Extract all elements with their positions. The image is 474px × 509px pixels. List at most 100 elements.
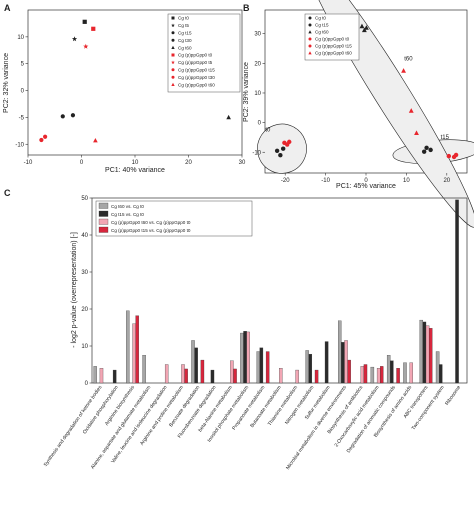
category-label: Microbial metabolism in diverse environm… bbox=[285, 384, 348, 471]
data-point bbox=[446, 153, 452, 159]
legend-label: Cg t30 bbox=[178, 38, 192, 43]
x-tick-label: -10 bbox=[321, 178, 330, 184]
x-tick-label: 20 bbox=[443, 178, 450, 184]
legend-marker bbox=[308, 30, 312, 34]
bar bbox=[439, 364, 443, 384]
bar bbox=[403, 362, 407, 384]
data-point bbox=[361, 27, 367, 33]
legend-marker bbox=[171, 82, 175, 86]
bar bbox=[435, 351, 440, 384]
bar bbox=[409, 362, 413, 384]
panel-b-annotations: t60 t0 t15 bbox=[265, 56, 449, 141]
y-tick-label: 40 bbox=[81, 233, 88, 239]
category-label: Thiamine metabolism bbox=[267, 385, 299, 427]
legend-marker bbox=[171, 31, 175, 35]
x-tick-label: -10 bbox=[24, 160, 33, 166]
y-tick-label: -10 bbox=[252, 150, 261, 156]
panel-c-letter: C bbox=[4, 188, 11, 198]
bar bbox=[230, 360, 234, 384]
bar bbox=[191, 340, 195, 384]
data-point bbox=[91, 26, 96, 31]
bar bbox=[200, 359, 205, 384]
data-point bbox=[83, 43, 89, 49]
y-tick-label: 5 bbox=[21, 62, 25, 68]
legend-label: Cg t60 bbox=[315, 30, 329, 35]
category-label: Arginine biosynthesis bbox=[104, 384, 136, 427]
y-tick-label: -10 bbox=[15, 142, 24, 148]
bar bbox=[344, 340, 348, 384]
data-point bbox=[414, 130, 419, 135]
legend-marker bbox=[308, 37, 312, 41]
panel-b-legend: Cg t0 Cg t15 Cg t60 Cg (p)ppGpp0 t0 Cg (p)pp… bbox=[304, 13, 360, 61]
data-point bbox=[428, 147, 433, 153]
legend-label: Cg (p)ppGpp0 t60 vs. Cg (p)ppGpp0 t0 bbox=[111, 220, 191, 225]
y-tick-label: -5 bbox=[19, 115, 25, 121]
y-tick-label: 0 bbox=[85, 381, 89, 387]
legend-label: Cg t5 bbox=[178, 23, 189, 28]
bar bbox=[295, 369, 299, 384]
panel-a-ticks: -10 0 10 20 30 -10 -5 0 5 10 bbox=[15, 35, 246, 166]
legend-marker bbox=[171, 68, 175, 72]
legend-label: Cg t15 bbox=[315, 23, 329, 28]
bar bbox=[425, 325, 430, 384]
data-point bbox=[39, 137, 44, 143]
data-point bbox=[401, 68, 406, 73]
bar bbox=[194, 347, 198, 384]
bar bbox=[142, 355, 146, 384]
bar bbox=[279, 368, 283, 384]
data-point bbox=[421, 149, 427, 154]
bar bbox=[363, 364, 368, 384]
legend-label: Cg t0 bbox=[178, 16, 189, 21]
bar bbox=[164, 364, 169, 384]
y-tick-label: 50 bbox=[81, 196, 88, 202]
annotation-label: t0 bbox=[265, 128, 271, 134]
data-point bbox=[93, 137, 98, 143]
legend-label: Cg (p)ppGpp0 t30 bbox=[178, 75, 215, 80]
legend-marker bbox=[171, 38, 175, 42]
annotation-label: t60 bbox=[404, 56, 413, 62]
data-point bbox=[453, 152, 459, 158]
annotation-label: t15 bbox=[441, 135, 450, 141]
legend-box bbox=[304, 13, 360, 61]
x-tick-label: 0 bbox=[364, 178, 368, 184]
x-tick-label: 20 bbox=[185, 160, 192, 166]
y-tick-label: 10 bbox=[254, 91, 261, 97]
legend-marker bbox=[308, 23, 312, 27]
data-point bbox=[363, 25, 369, 30]
bar bbox=[390, 360, 394, 384]
legend-label: Cg (p)ppGpp0 t0 bbox=[315, 37, 350, 42]
y-tick-label: 20 bbox=[81, 307, 88, 313]
legend-label: Cg t0 bbox=[315, 16, 326, 21]
data-point bbox=[82, 19, 87, 24]
data-point bbox=[70, 113, 76, 118]
legend-box bbox=[167, 13, 241, 93]
y-tick-label: 0 bbox=[21, 89, 25, 95]
bar bbox=[126, 310, 130, 384]
bar bbox=[93, 366, 97, 384]
bar bbox=[233, 368, 237, 384]
data-point bbox=[359, 23, 365, 29]
bar bbox=[380, 366, 384, 384]
bar bbox=[135, 315, 139, 384]
bar bbox=[396, 368, 400, 384]
data-point bbox=[43, 134, 48, 139]
bar bbox=[386, 355, 391, 384]
data-point bbox=[424, 145, 429, 151]
bar bbox=[181, 364, 185, 384]
legend-swatch bbox=[98, 226, 109, 233]
legend-label: Cg t15 vs. Cg t0 bbox=[111, 212, 144, 217]
bar bbox=[308, 353, 313, 384]
panel-c-category-labels: Synthesis and degradation of ketone bodi… bbox=[43, 384, 463, 471]
category-label: Synthesis and degradation of ketone bodi… bbox=[43, 384, 104, 468]
data-point bbox=[408, 108, 414, 113]
y-tick-label: 10 bbox=[81, 344, 88, 350]
bar bbox=[246, 331, 250, 384]
legend-label: Cg (p)ppGpp0 t60 bbox=[178, 82, 215, 87]
x-tick-label: 30 bbox=[239, 160, 246, 166]
y-tick-label: 20 bbox=[254, 61, 261, 67]
bar bbox=[184, 368, 188, 384]
x-tick-label: 0 bbox=[80, 160, 84, 166]
legend-label: Cg (p)ppGpp0 t15 bbox=[315, 44, 352, 49]
